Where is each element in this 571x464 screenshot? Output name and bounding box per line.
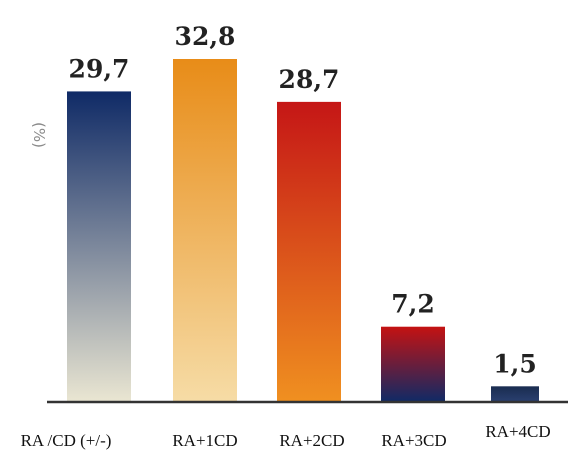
y-axis-label: (%)	[30, 122, 48, 148]
value-labels-group: 29,7 32,8 28,7 7,2 1,5	[69, 22, 537, 378]
bar-4	[381, 326, 445, 402]
bar-3	[277, 101, 341, 402]
bars-group	[67, 59, 539, 402]
category-label-4: RA+3CD	[381, 431, 446, 450]
bar-1	[67, 91, 131, 402]
bar-5	[491, 386, 539, 402]
value-label-4: 7,2	[391, 290, 435, 319]
value-label-3: 28,7	[279, 65, 340, 94]
category-label-2: RA+1CD	[172, 431, 237, 450]
value-label-5: 1,5	[493, 349, 537, 378]
value-label-1: 29,7	[69, 54, 130, 83]
category-label-5: RA+4CD	[485, 422, 550, 441]
value-label-2: 32,8	[175, 22, 236, 51]
category-labels-group: RA /CD (+/-) RA+1CD RA+2CD RA+3CD RA+4CD	[21, 422, 551, 450]
category-label-1: RA /CD (+/-)	[21, 431, 112, 450]
category-label-3: RA+2CD	[279, 431, 344, 450]
bar-2	[173, 59, 237, 402]
